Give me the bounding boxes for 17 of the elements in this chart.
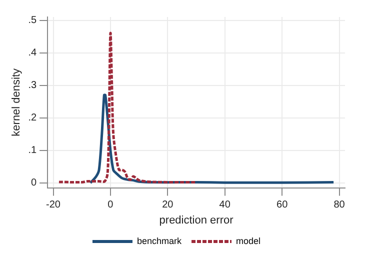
line-series bbox=[58, 32, 198, 184]
y-axis-title: kernel density bbox=[10, 68, 23, 136]
x-axis-title: prediction error bbox=[159, 214, 234, 226]
x-tick-label: 80 bbox=[334, 200, 346, 211]
x-tick-label: -20 bbox=[46, 200, 61, 211]
y-tick-label: .5 bbox=[28, 15, 37, 26]
x-tick-label: 40 bbox=[219, 200, 231, 211]
x-tick-label: 60 bbox=[276, 200, 288, 211]
x-tick-label: 20 bbox=[162, 200, 174, 211]
x-tick-label: 0 bbox=[108, 200, 114, 211]
y-tick-label: 0 bbox=[30, 178, 37, 189]
y-tick-label: .4 bbox=[28, 48, 37, 59]
legend-label: model bbox=[236, 236, 261, 246]
legend-label: benchmark bbox=[136, 236, 182, 246]
y-tick-label: .3 bbox=[28, 80, 37, 92]
y-tick-label: .1 bbox=[28, 145, 37, 156]
y-tick-label: .2 bbox=[28, 112, 37, 124]
